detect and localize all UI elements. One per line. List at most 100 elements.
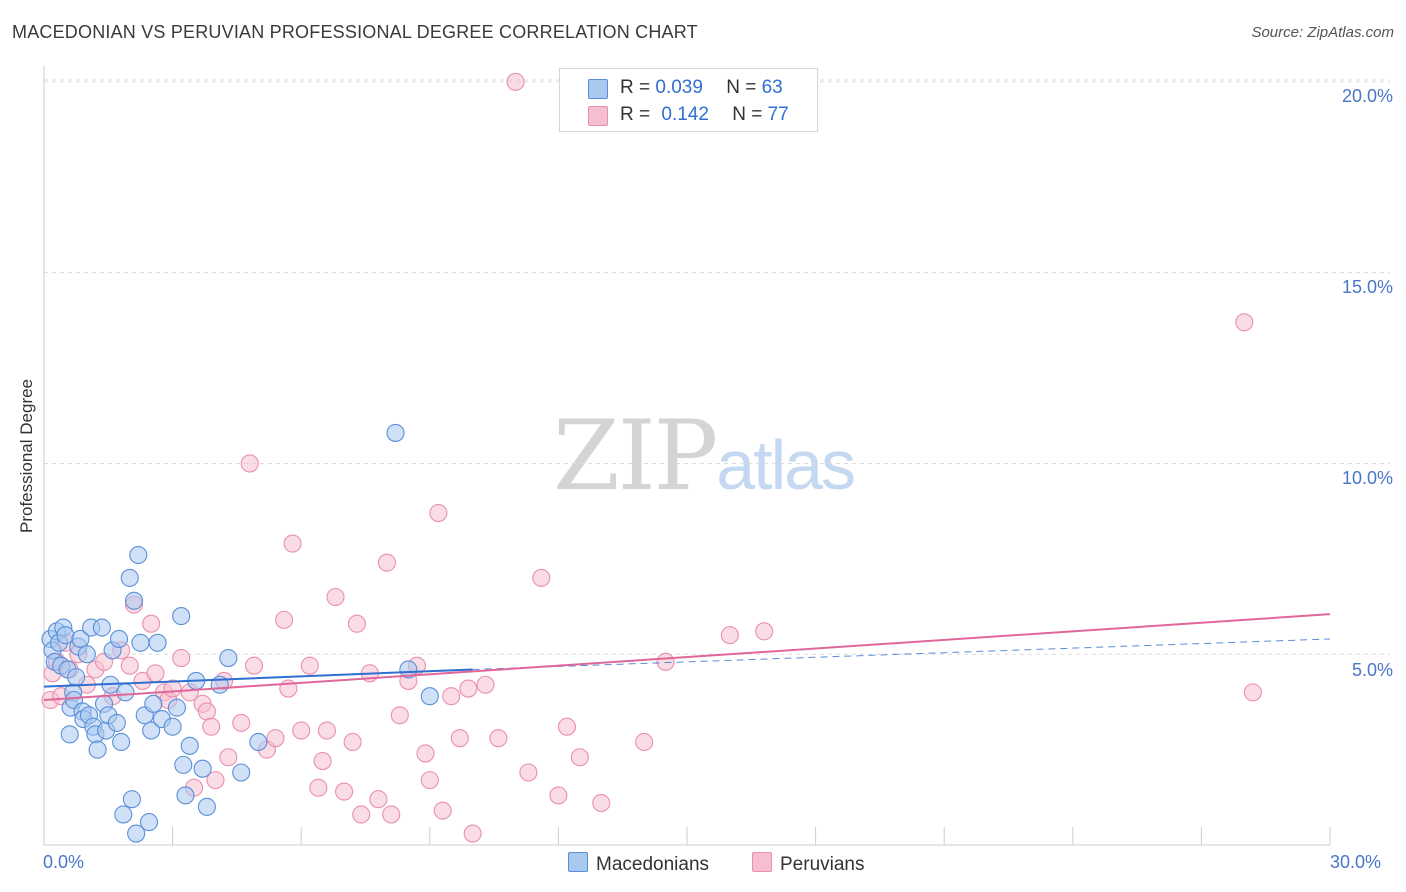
point-macedonians	[148, 633, 167, 652]
point-macedonians	[420, 687, 439, 706]
point-macedonians	[180, 736, 199, 755]
y-tick-label-5: 5.0%	[1351, 660, 1393, 680]
point-peruvians	[532, 568, 551, 587]
point-macedonians	[219, 648, 238, 668]
point-macedonians	[88, 740, 107, 759]
point-peruvians	[146, 664, 165, 683]
point-peruvians	[416, 744, 435, 763]
legend-r-value: 0.142	[661, 104, 709, 125]
point-peruvians	[755, 622, 774, 641]
point-macedonians	[92, 618, 111, 637]
point-peruvians	[292, 721, 311, 740]
point-peruvians	[377, 553, 396, 572]
legend-row-macedonians: R = 0.039 N = 63	[588, 77, 783, 99]
legend-n-label: N =	[732, 104, 768, 125]
legend-swatch-pink	[752, 852, 772, 872]
point-macedonians	[176, 786, 195, 805]
point-peruvians	[450, 729, 469, 748]
point-peruvians	[317, 721, 336, 740]
point-peruvians	[382, 805, 401, 824]
point-peruvians	[240, 454, 259, 473]
point-macedonians	[114, 805, 133, 824]
point-macedonians	[167, 698, 186, 717]
point-peruvians	[720, 626, 739, 645]
legend-r-label: R =	[620, 77, 656, 98]
point-macedonians	[129, 545, 148, 565]
point-macedonians	[399, 660, 418, 679]
y-axis-label: Professional Degree	[17, 378, 36, 534]
watermark-atlas: atlas	[716, 426, 856, 504]
point-peruvians	[300, 656, 319, 675]
trend-line-peruvians	[43, 613, 1331, 702]
point-peruvians	[202, 717, 221, 736]
point-macedonians	[232, 763, 251, 782]
point-macedonians	[131, 633, 150, 652]
point-peruvians	[352, 805, 371, 824]
legend-swatch-blue	[588, 79, 608, 99]
point-peruvians	[206, 771, 225, 790]
point-peruvians	[489, 729, 508, 748]
point-peruvians	[172, 648, 191, 668]
point-macedonians	[112, 732, 131, 752]
point-macedonians	[124, 591, 144, 610]
point-peruvians	[549, 786, 568, 805]
point-macedonians	[163, 717, 182, 736]
point-macedonians	[122, 790, 141, 809]
point-peruvians	[519, 763, 538, 782]
point-macedonians	[67, 668, 86, 687]
trend-line-macedonians-extended	[472, 638, 1331, 670]
point-macedonians	[172, 607, 191, 626]
point-macedonians	[193, 759, 212, 778]
point-peruvians	[433, 801, 452, 820]
legend-r-value: 0.039	[655, 77, 703, 98]
point-peruvians	[266, 729, 285, 748]
point-peruvians	[1235, 313, 1254, 332]
y-tick-label-15: 15.0%	[1341, 277, 1393, 297]
point-macedonians	[139, 813, 159, 832]
point-peruvians	[275, 610, 294, 629]
correlation-legend: R = 0.039 N = 63 R = 0.142 N = 77	[559, 68, 818, 132]
point-peruvians	[476, 675, 495, 694]
point-peruvians	[592, 793, 611, 813]
legend-label-macedonians: Macedonians	[596, 854, 710, 875]
point-peruvians	[142, 614, 161, 633]
point-macedonians	[144, 694, 163, 713]
point-peruvians	[283, 534, 302, 553]
point-peruvians	[335, 782, 354, 801]
point-peruvians	[163, 679, 182, 698]
point-macedonians	[197, 797, 216, 816]
point-peruvians	[390, 706, 409, 725]
y-tick-label-20: 20.0%	[1341, 86, 1393, 106]
point-macedonians	[120, 568, 139, 587]
point-peruvians	[557, 717, 577, 736]
point-peruvians	[570, 748, 589, 767]
point-macedonians	[174, 755, 193, 774]
point-peruvians	[232, 713, 251, 732]
point-macedonians	[249, 732, 268, 752]
point-peruvians	[244, 656, 264, 675]
point-peruvians	[656, 652, 675, 671]
point-peruvians	[369, 790, 388, 809]
watermark-zip: ZIP	[553, 400, 718, 512]
point-peruvians	[420, 771, 439, 790]
y-tick-label-10: 10.0%	[1341, 468, 1393, 488]
point-macedonians	[107, 713, 126, 732]
legend-row-peruvians: R = 0.142 N = 77	[588, 104, 789, 126]
point-peruvians	[1243, 683, 1262, 702]
source-label: Source: ZipAtlas.com	[1251, 24, 1394, 41]
point-peruvians	[343, 732, 362, 752]
legend-swatch-pink	[588, 106, 608, 126]
legend-label-peruvians: Peruvians	[780, 854, 865, 875]
point-peruvians	[442, 687, 461, 706]
legend-r-label: R =	[620, 104, 656, 125]
point-macedonians	[71, 629, 90, 649]
legend-n-label: N =	[726, 77, 762, 98]
point-peruvians	[459, 679, 478, 698]
legend-swatch-blue	[568, 852, 588, 872]
point-peruvians	[506, 72, 525, 91]
point-peruvians	[197, 702, 216, 721]
point-macedonians	[77, 645, 96, 664]
point-macedonians	[109, 629, 129, 649]
x-tick-label-min: 0.0%	[43, 852, 85, 872]
